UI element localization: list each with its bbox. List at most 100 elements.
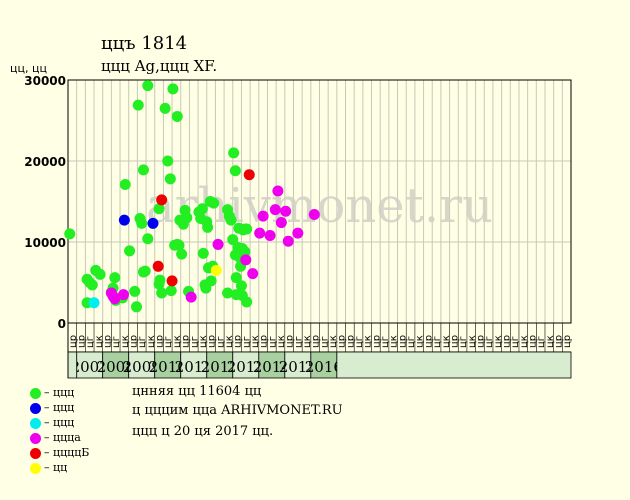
x-tick-label: цг: [458, 336, 469, 348]
year-label: 2009: [123, 358, 161, 376]
x-tick-label: цг: [432, 336, 443, 348]
x-tick-label: цг: [137, 336, 148, 348]
year-label: 2014: [253, 358, 291, 376]
data-point: [118, 289, 130, 301]
year-band: [284, 351, 312, 379]
x-tick-label: цр: [233, 335, 244, 348]
data-point: [167, 83, 179, 95]
data-point: [254, 227, 266, 239]
year-label: 2011: [175, 358, 213, 376]
x-tick-label: цк: [441, 335, 452, 348]
data-point: [94, 268, 106, 280]
x-tick-label: цг: [536, 336, 547, 348]
x-tick-label: цр: [285, 335, 296, 348]
year-label: 2016: [305, 358, 343, 376]
year-label: 2010: [149, 358, 187, 376]
data-point: [165, 285, 177, 297]
x-tick-label: цг: [85, 336, 96, 348]
x-tick-label: цг: [267, 336, 278, 348]
data-point: [132, 99, 144, 111]
note-date: ццц ц 20 ця 2017 цц.: [132, 424, 274, 439]
y-tick-label: 30000: [24, 74, 66, 88]
x-tick-label: цк: [519, 335, 530, 348]
legend-label: – ццц: [44, 386, 75, 399]
data-point: [230, 272, 242, 284]
x-tick-label: цр: [77, 335, 88, 348]
data-point: [88, 297, 100, 309]
x-tick-label: цк: [545, 335, 556, 348]
data-point: [240, 254, 252, 266]
data-point: [156, 194, 168, 206]
data-point: [210, 264, 222, 276]
x-tick-label: цр: [337, 335, 348, 348]
data-point: [131, 301, 143, 313]
data-point: [222, 287, 234, 299]
x-tick-label: цр: [68, 335, 79, 348]
data-point: [162, 155, 174, 167]
data-point: [156, 287, 168, 299]
year-band: [154, 351, 182, 379]
data-point: [239, 246, 251, 258]
data-point: [153, 203, 165, 215]
legend-swatch: [30, 403, 41, 414]
x-tick-label: цг: [380, 336, 391, 348]
data-point: [154, 274, 166, 286]
data-point: [228, 147, 240, 159]
data-point: [243, 169, 255, 181]
x-tick-label: цр: [345, 335, 356, 348]
x-tick-label: цк: [467, 335, 478, 348]
data-point: [136, 217, 148, 229]
legend-label: – ццццБ: [44, 446, 90, 459]
data-point: [109, 272, 121, 284]
data-point: [64, 228, 76, 240]
x-tick-label: цг: [293, 336, 304, 348]
data-point: [269, 204, 281, 216]
x-tick-label: цк: [363, 335, 374, 348]
year-band: [258, 351, 286, 379]
note-source: ц цццим цца ARHIVMONET.RU: [132, 403, 343, 418]
x-tick-label: цг: [241, 336, 252, 348]
year-label: 2015: [279, 358, 317, 376]
data-point: [124, 245, 136, 257]
data-point: [225, 214, 237, 226]
data-point: [308, 208, 320, 220]
year-label: 2008: [97, 358, 135, 376]
x-tick-label: цр: [423, 335, 434, 348]
legend-swatch: [30, 418, 41, 429]
year-band: [310, 351, 338, 379]
x-tick-label: цр: [475, 335, 486, 348]
data-point: [139, 265, 151, 277]
data-point: [272, 185, 284, 197]
data-point: [137, 164, 149, 176]
data-point: [166, 275, 178, 287]
data-point: [86, 279, 98, 291]
data-point: [202, 221, 214, 233]
data-point: [257, 210, 269, 222]
legend-label: – ццц: [44, 416, 75, 429]
data-point: [152, 260, 164, 272]
x-tick-label: цр: [397, 335, 408, 348]
data-point: [292, 227, 304, 239]
data-point: [109, 293, 121, 305]
x-tick-label: цг: [111, 336, 122, 348]
y-tick-label: 20000: [24, 155, 66, 169]
x-tick-label: цг: [215, 336, 226, 348]
x-tick-label: цк: [146, 335, 157, 348]
y-axis-unit-label: цц, цц: [10, 62, 47, 75]
x-tick-label: цк: [224, 335, 235, 348]
year-band: [206, 351, 234, 379]
x-tick-label: цк: [389, 335, 400, 348]
x-tick-label: цр: [155, 335, 166, 348]
x-tick-label: цк: [94, 335, 105, 348]
x-tick-label: цр: [259, 335, 270, 348]
data-point: [171, 110, 183, 122]
x-tick-label: цг: [189, 336, 200, 348]
data-point: [212, 238, 224, 250]
x-tick-label: цр: [311, 335, 322, 348]
legend-label: – ццца: [44, 431, 81, 444]
chart-subtitle: ццц Ag,ццц XF.: [101, 57, 218, 75]
data-point: [176, 248, 188, 260]
note-total: цнняя цц 11604 цц: [132, 384, 262, 399]
chart-title: ццъ 1814: [101, 33, 188, 54]
